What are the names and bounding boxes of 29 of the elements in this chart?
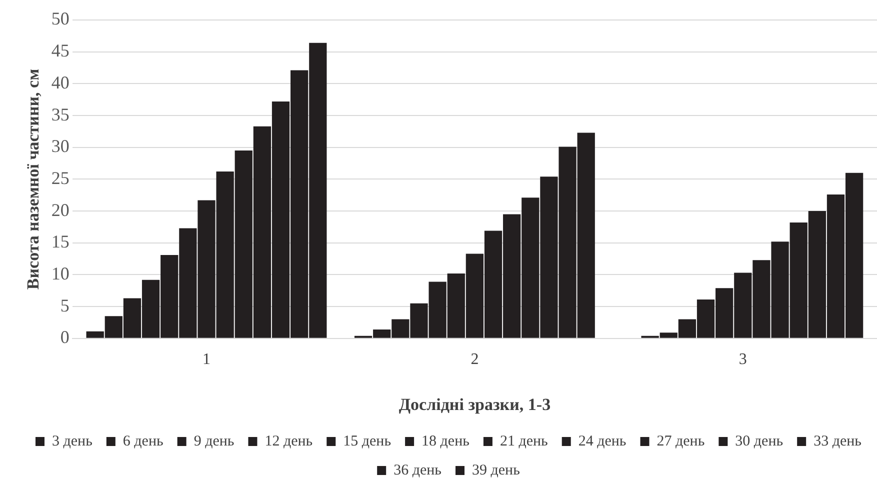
legend-label: 15 день <box>343 433 392 450</box>
y-tick-label: 15 <box>51 232 70 252</box>
legend-label: 24 день <box>578 433 626 450</box>
legend-label: 36 день <box>394 462 442 478</box>
legend-label: 30 день <box>735 433 784 450</box>
legend-label: 21 день <box>500 433 548 450</box>
legend-label: 39 день <box>472 462 520 478</box>
legend-label: 3 день <box>52 433 93 450</box>
y-tick-label: 50 <box>51 8 70 29</box>
x-tick-label: 1 <box>202 351 210 368</box>
y-tick-label: 45 <box>51 40 70 61</box>
x-tick-label: 3 <box>738 351 747 368</box>
legend-label: 33 день <box>814 433 862 450</box>
y-axis-title: Висота наземної частини, см <box>24 68 43 290</box>
legend-label: 27 день <box>656 433 705 450</box>
legend-label: 18 день <box>422 433 470 450</box>
y-tick-label: 25 <box>51 168 70 188</box>
x-tick-label: 2 <box>470 351 479 368</box>
legend-label: 12 день <box>264 433 313 450</box>
legend-label: 9 день <box>194 433 234 450</box>
y-tick-label: 5 <box>60 295 70 316</box>
y-tick-label: 0 <box>60 327 70 348</box>
y-tick-label: 35 <box>51 104 70 124</box>
y-tick-label: 40 <box>51 72 70 92</box>
y-tick-label: 10 <box>51 263 70 284</box>
y-tick-label: 30 <box>51 136 70 156</box>
y-tick-label: 20 <box>51 200 70 220</box>
legend-label: 6 день <box>122 433 164 450</box>
x-axis-title: Дослідні зразки, 1-3 <box>398 395 551 414</box>
